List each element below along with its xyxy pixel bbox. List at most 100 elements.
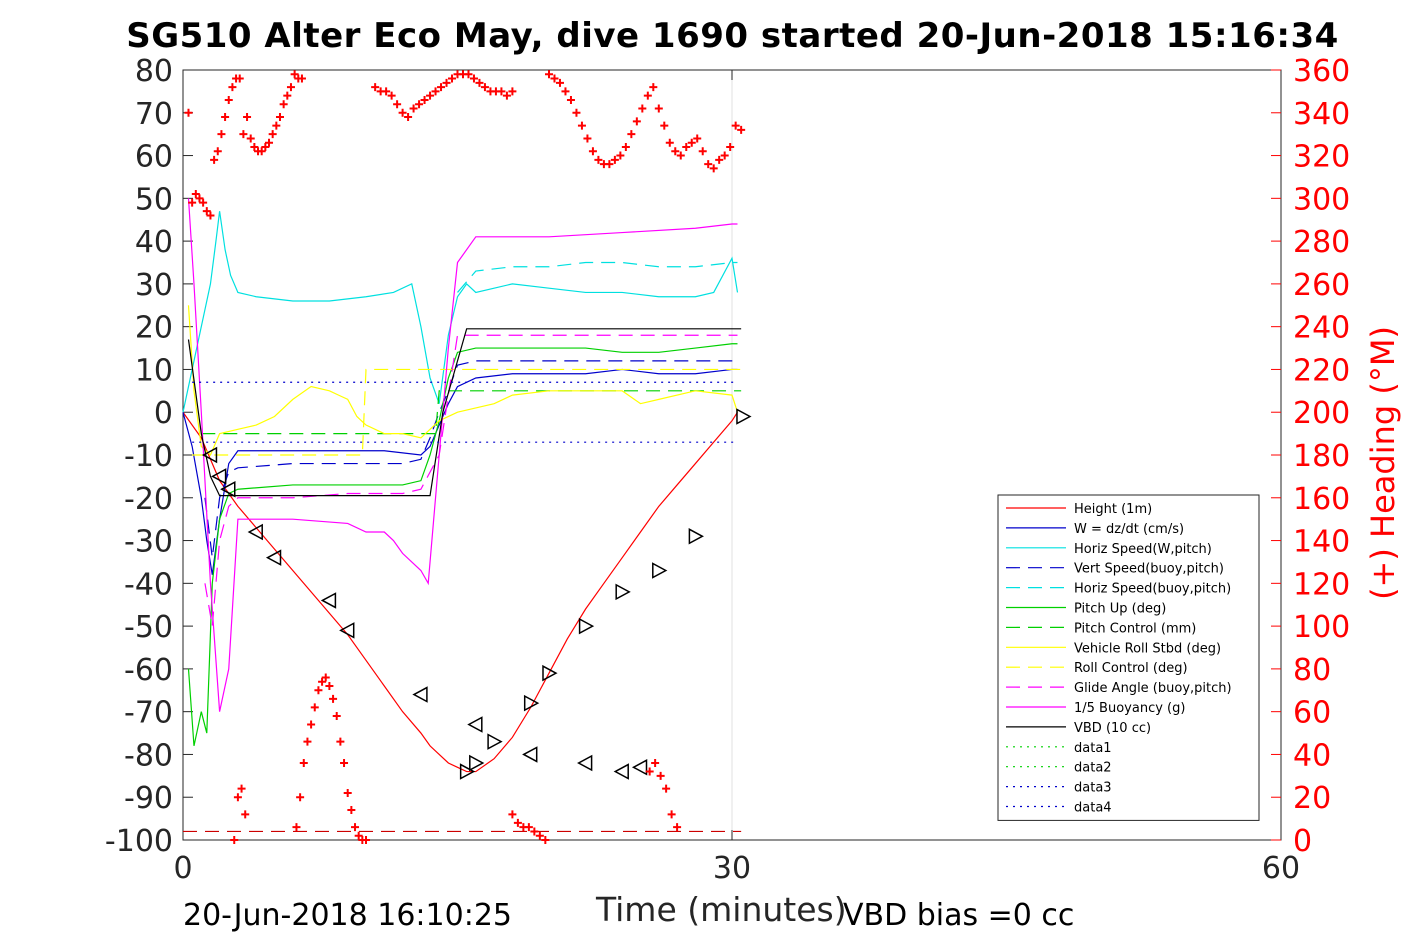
triangle-marker-right (542, 664, 558, 682)
heading-point (230, 836, 239, 844)
heading-point (420, 95, 429, 104)
heading-point (627, 130, 636, 139)
heading-point (340, 759, 349, 767)
heading-point (698, 147, 707, 156)
y-tick-label: -100 (105, 824, 173, 859)
heading-point (616, 151, 625, 160)
heading-point (610, 155, 619, 164)
series-line-9 (204, 334, 738, 627)
y2-tick-label: 220 (1293, 353, 1350, 388)
legend-label: Pitch Control (mm) (1074, 621, 1196, 636)
triangle-marker-right (523, 694, 540, 712)
heading-point (469, 74, 478, 83)
heading-point (310, 703, 319, 712)
triangle-marker-right (736, 408, 752, 425)
heading-point (645, 767, 654, 776)
y2-tick-label: 160 (1293, 482, 1350, 517)
heading-point (643, 91, 652, 100)
y2-tick-label: 80 (1293, 653, 1331, 688)
heading-point (195, 194, 204, 203)
heading-point (235, 74, 244, 83)
heading-point (426, 91, 435, 100)
heading-point (651, 759, 660, 767)
heading-point (442, 78, 451, 87)
heading-point (588, 147, 597, 156)
heading-point (508, 810, 517, 819)
y2-tick-label: 360 (1293, 54, 1350, 89)
heading-point (535, 831, 544, 840)
heading-point (409, 104, 418, 113)
series-line-5 (187, 343, 738, 747)
y-tick-label: -50 (124, 610, 173, 645)
y-tick-label: -30 (124, 525, 173, 560)
x-tick-label: 60 (1262, 851, 1300, 886)
heading-point (673, 823, 682, 832)
heading-point (272, 121, 281, 130)
heading-point (709, 164, 718, 173)
heading-point (318, 677, 327, 686)
series-line-11 (187, 328, 742, 497)
heading-point (279, 100, 288, 109)
heading-point (213, 147, 222, 156)
heading-point (594, 155, 603, 164)
y-tick-label: -40 (124, 567, 173, 602)
y-tick-label: 10 (135, 353, 173, 388)
x-tick-label: 0 (173, 851, 192, 886)
heading-point (437, 83, 446, 92)
triangle-marker-left (467, 716, 483, 733)
y2-tick-label: 240 (1293, 311, 1350, 346)
legend-label: Pitch Up (deg) (1074, 602, 1166, 617)
heading-point (720, 151, 729, 160)
y-tick-label: 60 (135, 140, 173, 175)
heading-point (667, 810, 676, 819)
heading-point (191, 190, 200, 199)
heading-point (671, 147, 680, 156)
triangle-marker-right (469, 754, 485, 772)
y2-tick-label: 320 (1293, 140, 1350, 175)
heading-point (497, 87, 506, 96)
heading-point (524, 823, 533, 832)
heading-point (243, 113, 252, 122)
x-axis-label: Time (minutes) (596, 890, 847, 929)
heading-point (687, 138, 696, 147)
triangle-marker-right (459, 763, 476, 780)
heading-point (202, 207, 211, 216)
triangle-marker-left (522, 746, 538, 763)
heading-point (286, 83, 295, 92)
footer-vbd-bias: VBD bias =0 cc (843, 898, 1075, 933)
heading-point (726, 143, 735, 151)
heading-point (480, 83, 489, 92)
heading-point (731, 121, 740, 130)
y-tick-label: -10 (124, 439, 173, 474)
heading-point (572, 108, 581, 117)
heading-point (682, 143, 691, 151)
triangle-marker-right (578, 617, 595, 635)
chart-title: SG510 Alter Eco May, dive 1690 started 2… (126, 16, 1339, 56)
y-tick-label: -90 (124, 781, 173, 816)
triangle-marker-left (211, 468, 227, 485)
series-line-7 (187, 305, 739, 457)
heading-point (275, 113, 284, 122)
y2-tick-label: 260 (1293, 268, 1350, 303)
heading-point (530, 827, 539, 836)
series-line-6 (201, 390, 742, 435)
heading-point (221, 113, 230, 122)
heading-point (228, 83, 237, 92)
legend-label: Height (1m) (1074, 502, 1152, 517)
heading-point (693, 134, 702, 143)
heading-point (550, 74, 559, 83)
heading-point (347, 806, 356, 815)
heading-point (343, 788, 352, 797)
heading-point (332, 711, 341, 720)
triangle-marker-left (265, 549, 282, 566)
y-tick-label: 80 (135, 54, 173, 89)
y-tick-label: -80 (124, 738, 173, 773)
heading-point (545, 70, 553, 79)
legend-label: data4 (1074, 801, 1112, 816)
triangle-marker-right (652, 562, 668, 579)
legend-label: data1 (1074, 741, 1112, 756)
series-line-4 (457, 261, 738, 293)
legend-label: Vert Speed(buoy,pitch) (1074, 562, 1224, 577)
heading-point (362, 836, 370, 844)
y-tick-label: 20 (135, 311, 173, 346)
